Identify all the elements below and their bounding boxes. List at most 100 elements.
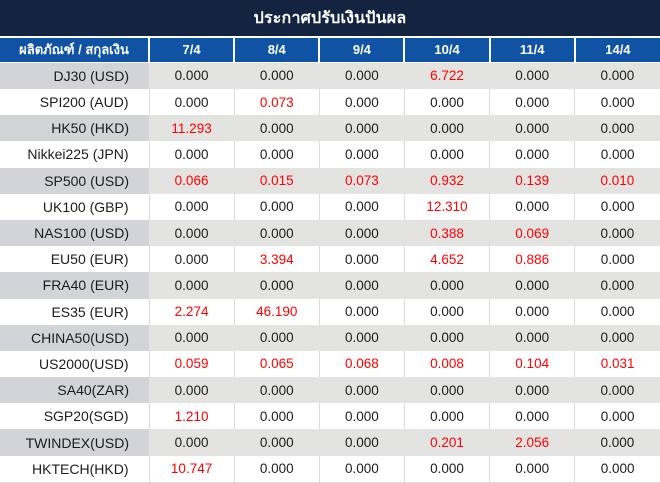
table-row: SPI200 (AUD) 0.000 0.073 0.000 0.000 0.000 0.0… [0, 89, 660, 116]
dividend-value: 0.000 [404, 455, 491, 482]
table-row: HK50 (HKD) 11.293 0.000 0.000 0.000 0.000 0.00… [0, 115, 660, 142]
dividend-value: 0.015 [234, 167, 320, 194]
table-row: SP500 (USD) 0.066 0.015 0.073 0.932 0.139 0.01… [0, 167, 660, 194]
table-row: US2000(USD) 0.059 0.065 0.068 0.008 0.104 0.03… [0, 350, 660, 378]
product-label: DJ30 (USD) [0, 62, 149, 90]
dividend-value: 0.000 [404, 89, 491, 116]
dividend-value: 0.073 [234, 89, 320, 116]
product-label: UK100 (GBP) [0, 193, 150, 220]
dividend-value: 0.000 [149, 246, 235, 273]
dividend-value: 3.394 [234, 246, 320, 273]
product-label: TWINDEX(USD) [0, 429, 149, 456]
dividend-value: 4.652 [404, 246, 491, 273]
dividend-value: 6.722 [404, 62, 490, 90]
dividend-value: 0.000 [319, 89, 405, 116]
table-row: TWINDEX(USD) 0.000 0.000 0.000 0.201 2.056 0.0… [0, 429, 660, 456]
dividend-value: 46.190 [234, 298, 320, 325]
dividend-value: 0.000 [234, 377, 320, 404]
dividend-value: 0.000 [319, 377, 405, 404]
column-header-date: 7/4 [147, 38, 235, 63]
dividend-value: 0.000 [489, 298, 576, 325]
dividend-value: 0.065 [234, 350, 320, 378]
page-title: ประกาศปรับเงินปันผล [0, 0, 660, 36]
dividend-value: 0.000 [489, 455, 576, 482]
dividend-value: 0.000 [489, 89, 576, 116]
table-row: CHINA50(USD) 0.000 0.000 0.000 0.000 0.000 0.0… [0, 324, 660, 351]
dividend-value: 0.000 [404, 141, 491, 168]
dividend-value: 0.000 [319, 246, 405, 273]
dividend-value: 0.008 [404, 350, 491, 378]
product-label: US2000(USD) [0, 350, 150, 378]
dividend-value: 0.000 [149, 429, 235, 456]
dividend-value: 0.000 [574, 298, 660, 325]
dividend-value: 0.000 [319, 272, 405, 299]
dividend-value: 0.388 [404, 219, 490, 247]
dividend-value: 0.139 [489, 167, 575, 194]
table-row: ES35 (EUR) 2.274 46.190 0.000 0.000 0.000 0.00… [0, 298, 660, 325]
dividend-value: 0.000 [574, 455, 660, 482]
dividend-value: 0.000 [574, 141, 660, 168]
dividend-value: 0.000 [489, 141, 576, 168]
dividend-value: 0.000 [574, 377, 660, 404]
dividend-value: 0.000 [574, 324, 660, 351]
dividend-value: 0.031 [574, 350, 660, 378]
dividend-value: 0.000 [149, 141, 235, 168]
dividend-value: 0.000 [574, 219, 660, 247]
dividend-value: 0.000 [234, 115, 320, 142]
dividend-value: 0.000 [234, 403, 320, 430]
dividend-value: 0.000 [319, 403, 405, 430]
product-label: HK50 (HKD) [0, 115, 149, 142]
dividend-value: 0.000 [234, 141, 320, 168]
table-row: NAS100 (USD) 0.000 0.000 0.000 0.388 0.069 0.0… [0, 219, 660, 247]
dividend-value: 0.066 [149, 167, 235, 194]
dividend-value: 0.000 [404, 272, 490, 299]
dividend-value: 0.000 [574, 272, 660, 299]
dividend-value: 0.104 [489, 350, 576, 378]
column-header-date: 10/4 [403, 38, 490, 63]
dividend-value: 0.000 [574, 193, 660, 220]
dividend-value: 2.274 [149, 298, 235, 325]
dividend-value: 0.000 [489, 115, 575, 142]
dividend-value: 0.000 [489, 377, 575, 404]
product-label: NAS100 (USD) [0, 219, 149, 247]
product-label: SGP20(SGD) [0, 403, 150, 430]
dividend-value: 0.069 [489, 219, 575, 247]
dividend-value: 0.000 [319, 141, 405, 168]
dividend-value: 10.747 [149, 455, 235, 482]
dividend-value: 0.000 [489, 193, 576, 220]
dividend-value: 0.000 [489, 324, 575, 351]
product-label: Nikkei225 (JPN) [0, 141, 150, 168]
dividend-value: 0.000 [319, 429, 405, 456]
dividend-value: 0.000 [574, 403, 660, 430]
dividend-value: 0.000 [149, 62, 235, 90]
product-label: SP500 (USD) [0, 167, 149, 194]
dividend-value: 0.000 [404, 298, 491, 325]
table-header: ผลิตภัณฑ์ / สกุลเงิน 7/4 8/4 9/4 10/4 11… [0, 38, 660, 63]
dividend-value: 0.000 [319, 324, 405, 351]
column-header-product-currency: ผลิตภัณฑ์ / สกุลเงิน [0, 38, 149, 63]
dividend-value: 0.000 [319, 219, 405, 247]
dividend-value: 0.000 [149, 324, 235, 351]
dividend-value: 0.000 [404, 115, 490, 142]
dividend-value: 0.000 [404, 377, 490, 404]
dividend-value: 0.000 [149, 219, 235, 247]
dividend-value: 0.000 [234, 429, 320, 456]
product-label: ES35 (EUR) [0, 298, 150, 325]
column-header-date: 14/4 [573, 38, 660, 63]
dividend-value: 0.000 [234, 62, 320, 90]
dividend-value: 0.073 [319, 167, 405, 194]
column-header-date: 9/4 [318, 38, 405, 63]
dividend-value: 0.000 [489, 62, 575, 90]
dividend-value: 0.000 [319, 115, 405, 142]
dividend-value: 0.000 [489, 272, 575, 299]
dividend-value: 0.000 [319, 62, 405, 90]
dividend-value: 0.059 [149, 350, 235, 378]
product-label: HKTECH(HKD) [0, 455, 150, 482]
dividend-value: 0.000 [319, 298, 405, 325]
table-row: DJ30 (USD) 0.000 0.000 0.000 6.722 0.000 0.000 [0, 62, 660, 90]
dividend-value: 0.000 [319, 193, 405, 220]
table-row: SA40(ZAR) 0.000 0.000 0.000 0.000 0.000 0.000 [0, 377, 660, 404]
dividend-value: 0.000 [574, 62, 660, 90]
column-header-date: 11/4 [488, 38, 575, 63]
